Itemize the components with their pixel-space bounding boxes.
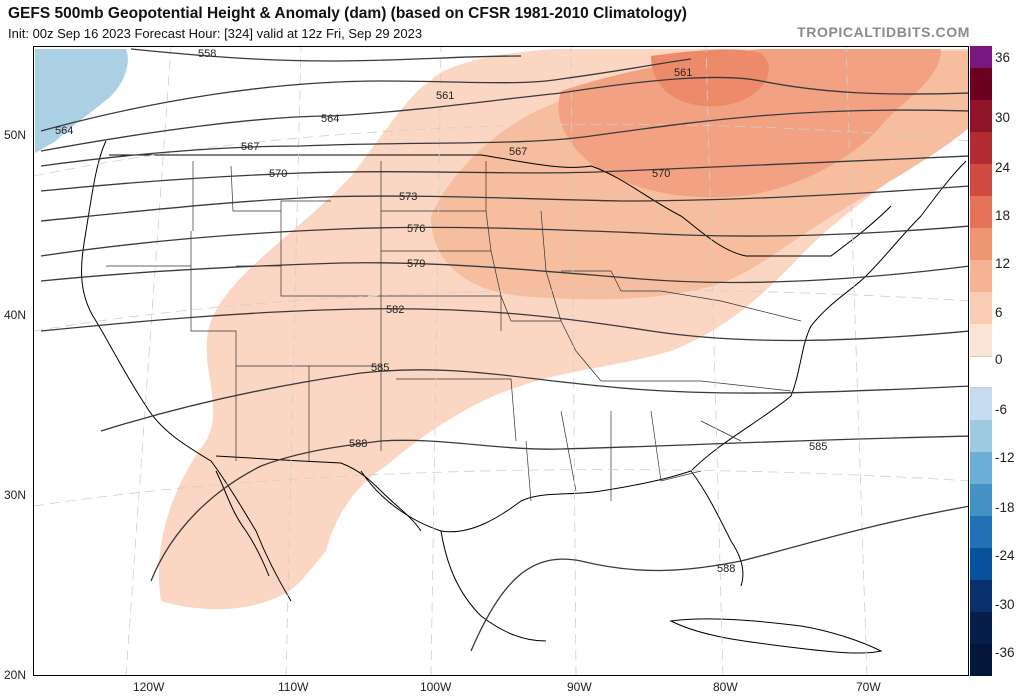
lat-lon-grid [34, 47, 968, 675]
geography [81, 140, 967, 654]
colorbar-tick: -36 [995, 645, 1015, 660]
colorbar-negative-segment [970, 580, 992, 612]
map-panel: 558 561 561 564 564 567 567 570 570 573 … [33, 46, 969, 676]
contour-label-561-a: 561 [436, 90, 454, 102]
lon-label-120w: 120W [133, 680, 165, 694]
colorbar-positive-segment [970, 292, 992, 324]
colorbar-negative-segment [970, 612, 992, 644]
colorbar-tick: 12 [995, 256, 1011, 271]
mexico-gulf-coast [440, 530, 547, 642]
map-canvas: 558 561 561 564 564 567 567 570 570 573 … [34, 47, 968, 675]
east-coastline [690, 160, 967, 472]
contour-label-570-b: 570 [652, 168, 670, 180]
colorbar-positive-segment [970, 68, 992, 100]
colorbar-positive-segment [970, 228, 992, 260]
baja-coastline [215, 470, 270, 577]
colorbar-neutral-segment [970, 356, 992, 388]
negative-anomaly-area [35, 49, 128, 153]
contour-label-585-b: 585 [809, 441, 827, 453]
gulf-coastline [360, 470, 744, 587]
contour-label-573: 573 [399, 191, 417, 203]
state-lines [106, 161, 802, 502]
colorbar-tick: 30 [995, 110, 1011, 125]
colorbar-tick: -6 [995, 402, 1008, 417]
colorbar-negative-segment [970, 484, 992, 516]
contour-label-582: 582 [386, 304, 404, 316]
west-coastline [81, 140, 292, 602]
colorbar-positive-segment [970, 100, 992, 132]
contour-label-579: 579 [407, 258, 425, 270]
contour-label-558: 558 [198, 48, 216, 60]
contour-label-567-b: 567 [509, 146, 527, 158]
lon-label-80w: 80W [713, 680, 738, 694]
us-mexico-border [215, 455, 422, 532]
map-title: GEFS 500mb Geopotential Height & Anomaly… [8, 5, 687, 22]
lon-label-90w: 90W [567, 680, 592, 694]
map-subtitle: Init: 00z Sep 16 2023 Forecast Hour: [32… [8, 26, 423, 41]
lat-label-40n: 40N [4, 308, 27, 322]
colorbar-tick: 24 [995, 160, 1011, 175]
colorbar-negative-segment [970, 420, 992, 452]
positive-anomaly-area-12 [558, 49, 941, 198]
lon-label-100w: 100W [420, 680, 452, 694]
colorbar-tick: 0 [995, 352, 1003, 367]
colorbar-top-cap [970, 46, 992, 68]
colorbar-tick: 6 [995, 305, 1003, 320]
lon-label-70w: 70W [856, 680, 881, 694]
colorbar-tick: 18 [995, 208, 1011, 223]
contour-label-588-a: 588 [349, 438, 367, 450]
lon-label-110w: 110W [278, 680, 309, 694]
contour-label-561-b: 561 [674, 67, 692, 79]
anomaly-shading [35, 49, 968, 610]
colorbar-tick: -30 [995, 597, 1015, 612]
contour-label-585-a: 585 [371, 362, 389, 374]
colorbar-tick: -24 [995, 548, 1015, 563]
colorbar-positive-segment [970, 260, 992, 292]
contour-label-567-a: 567 [241, 141, 259, 153]
colorbar-tick: 36 [995, 50, 1011, 65]
colorbar-negative-segment [970, 548, 992, 580]
contour-label-576: 576 [407, 223, 425, 235]
height-contours [40, 48, 968, 652]
contour-label-588-b: 588 [717, 563, 735, 575]
cuba-outline [669, 618, 883, 654]
site-watermark: TROPICALTIDBITS.COM [797, 24, 970, 40]
lat-label-50n: 50N [4, 128, 27, 142]
colorbar-negative-segment [970, 388, 992, 420]
colorbar-positive-segment [970, 132, 992, 164]
contour-label-570-a: 570 [269, 168, 287, 180]
colorbar-positive-segment [970, 324, 992, 356]
contour-label-564-a: 564 [55, 125, 73, 137]
contour-labels: 558 561 561 564 564 567 567 570 570 573 … [55, 48, 827, 575]
anomaly-colorbar [970, 46, 992, 676]
lat-label-30n: 30N [4, 488, 27, 502]
contour-label-564-b: 564 [321, 113, 339, 125]
colorbar-negative-segment [970, 452, 992, 484]
colorbar-tick: -12 [995, 450, 1015, 465]
canada-border [109, 154, 892, 257]
colorbar-positive-segment [970, 196, 992, 228]
colorbar-negative-segment [970, 644, 992, 676]
lat-label-20n: 20N [4, 668, 27, 682]
colorbar-positive-segment [970, 164, 992, 196]
colorbar-negative-segment [970, 516, 992, 548]
map-header: GEFS 500mb Geopotential Height & Anomaly… [0, 0, 1024, 46]
colorbar-tick: -18 [995, 500, 1015, 515]
